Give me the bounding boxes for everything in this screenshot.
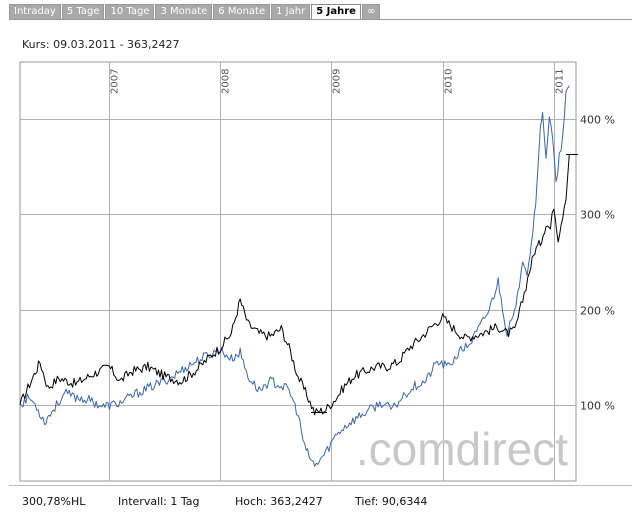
footer-low: Tief: 90,6344 (355, 495, 428, 508)
y-tick-label: 300 % (580, 209, 615, 222)
series-layer (19, 85, 570, 467)
tab-10-tage[interactable]: 10 Tage (105, 4, 155, 19)
timeframe-tab-bar: Intraday 5 Tage 10 Tage 3 Monate 6 Monat… (9, 4, 381, 20)
tab-intraday[interactable]: Intraday (9, 4, 61, 19)
tick-label-layer: 100 % 200 % 300 % 400 % 2007 2008 2009 2010 2011 (110, 69, 615, 413)
watermark-text: .comdirect (356, 423, 568, 475)
x-tick-label: 2011 (555, 69, 566, 94)
tab-1-jahr[interactable]: 1 Jahr (271, 4, 311, 19)
x-tick-label: 2009 (332, 69, 343, 94)
grid-layer (19, 61, 577, 482)
y-tick-label: 100 % (580, 400, 615, 413)
tab-5-jahre[interactable]: 5 Jahre (311, 4, 361, 19)
y-tick-label: 400 % (580, 114, 615, 127)
footer-interval: Intervall: 1 Tag (118, 495, 200, 508)
footer-percent: 300,78%HL (22, 495, 86, 508)
x-tick-label: 2007 (110, 69, 121, 94)
x-tick-label: 2008 (221, 69, 232, 94)
tab-divider (9, 19, 632, 20)
series-line-blue (19, 85, 570, 467)
price-header: Kurs: 09.03.2011 - 363,2427 (22, 38, 180, 51)
plot-frame (19, 61, 577, 482)
footer-divider (9, 485, 632, 486)
tab-max[interactable]: ∞ (361, 4, 381, 19)
tab-6-monate[interactable]: 6 Monate (213, 4, 271, 19)
y-tick-label: 200 % (580, 305, 615, 318)
footer-high: Hoch: 363,2427 (235, 495, 323, 508)
series-line-black (19, 154, 570, 416)
chart-footer: 300,78%HL Intervall: 1 Tag Hoch: 363,242… (22, 495, 427, 508)
x-tick-label: 2010 (444, 69, 455, 94)
tab-3-monate[interactable]: 3 Monate (155, 4, 213, 19)
tab-5-tage[interactable]: 5 Tage (61, 4, 105, 19)
